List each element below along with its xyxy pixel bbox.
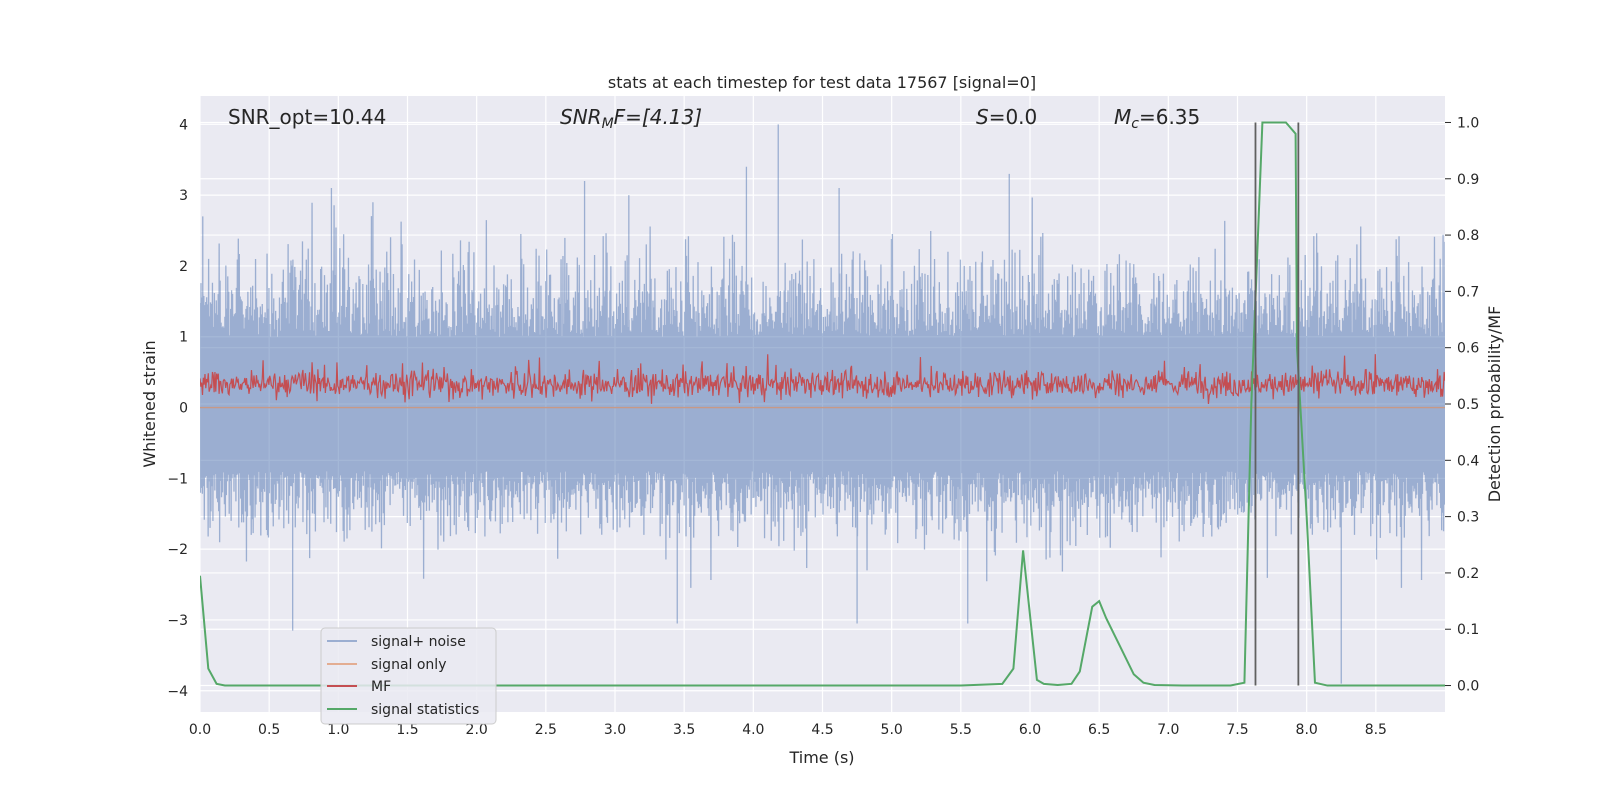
y-left-tick-label: −1 [167, 471, 188, 487]
y-left-tick-label: 3 [179, 188, 188, 204]
series-signal-statistics [200, 121, 1445, 687]
annotation-snr-opt: SNR_opt=10.44 [228, 105, 386, 129]
y-right-tick-label: 0.2 [1457, 566, 1479, 582]
legend-box [320, 627, 497, 725]
x-tick-label: 2.0 [466, 722, 488, 738]
y-right-tick-label: 0.0 [1457, 679, 1479, 695]
x-tick-label: 4.5 [811, 722, 833, 738]
annotation-mc: Mc=6.35 [1114, 105, 1200, 132]
y-right-tick-label: 0.6 [1457, 341, 1479, 357]
x-tick-label: 3.0 [604, 722, 626, 738]
series-mf [200, 354, 1445, 405]
x-tick-label: 6.0 [1019, 722, 1041, 738]
x-tick-label: 4.0 [742, 722, 764, 738]
x-tick-label: 2.5 [535, 722, 557, 738]
x-tick-label: 3.5 [673, 722, 695, 738]
x-tick-label: 8.5 [1365, 722, 1387, 738]
y-right-tick-labels: 1.0 0.9 0.8 0.7 0.6 0.5 0.4 0.3 0.2 0.1 0.0 [1445, 115, 1479, 695]
x-tick-label: 6.5 [1088, 722, 1110, 738]
series-signal-noise [200, 124, 1445, 684]
y-left-tick-label: 2 [179, 259, 188, 275]
y-right-tick-label: 1.0 [1457, 115, 1479, 131]
x-tick-label: 8.0 [1296, 722, 1318, 738]
x-tick-label: 5.5 [950, 722, 972, 738]
y-axis-label: Whitened strain [140, 340, 159, 467]
y-right-tick-label: 0.5 [1457, 397, 1479, 413]
annotation-snr-mf: SNRMF=[4.13] [560, 105, 702, 132]
y-left-tick-label: 0 [179, 401, 188, 417]
series-layer [200, 121, 1445, 687]
x-tick-label: 7.5 [1226, 722, 1248, 738]
y-left-tick-label: −3 [167, 613, 188, 629]
y-right-axis-label: Detection probability/MF [1485, 306, 1504, 503]
y-right-tick-label: 0.4 [1457, 453, 1479, 469]
x-tick-label: 0.5 [258, 722, 280, 738]
x-tick-labels: 0.0 0.5 1.0 1.5 2.0 2.5 3.0 3.5 4.0 4.5 5.0 5.5 6.0 6… [189, 722, 1387, 738]
legend-label-signal-statistics: signal statistics [371, 702, 479, 718]
y-right-tick-label: 0.1 [1457, 622, 1479, 638]
x-tick-label: 1.0 [327, 722, 349, 738]
legend: signal+ noise signal only MF signal stat… [320, 627, 497, 725]
chart-title: stats at each timestep for test data 175… [608, 73, 1036, 92]
y-left-tick-label: −2 [167, 542, 188, 558]
y-right-tick-label: 0.9 [1457, 172, 1479, 188]
y-left-tick-labels: 4 3 2 1 0 −1 −2 −3 −4 [167, 117, 188, 699]
y-right-tick-label: 0.8 [1457, 228, 1479, 244]
x-tick-label: 1.5 [396, 722, 418, 738]
y-left-tick-label: −4 [167, 684, 188, 700]
x-tick-label: 7.0 [1157, 722, 1179, 738]
legend-label-mf: MF [371, 679, 391, 695]
annotation-s: S=0.0 [976, 105, 1037, 129]
y-left-tick-label: 4 [179, 117, 188, 133]
y-left-tick-label: 1 [179, 330, 188, 346]
legend-label-signal-only: signal only [371, 657, 446, 673]
y-right-tick-label: 0.7 [1457, 284, 1479, 300]
legend-label-signal-noise: signal+ noise [371, 634, 466, 650]
x-tick-label: 0.0 [189, 722, 211, 738]
x-axis-label: Time (s) [788, 748, 854, 767]
x-tick-label: 5.0 [881, 722, 903, 738]
y-right-tick-label: 0.3 [1457, 510, 1479, 526]
